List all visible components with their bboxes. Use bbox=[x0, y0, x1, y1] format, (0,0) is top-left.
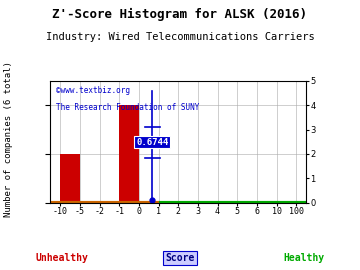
Text: Number of companies (6 total): Number of companies (6 total) bbox=[4, 61, 13, 217]
Bar bbox=[60, 154, 80, 202]
Text: The Research Foundation of SUNY: The Research Foundation of SUNY bbox=[55, 103, 199, 112]
Text: Industry: Wired Telecommunications Carriers: Industry: Wired Telecommunications Carri… bbox=[46, 32, 314, 42]
Text: Unhealthy: Unhealthy bbox=[36, 253, 89, 263]
Text: Score: Score bbox=[165, 253, 195, 263]
Text: ©www.textbiz.org: ©www.textbiz.org bbox=[55, 86, 130, 95]
Bar bbox=[119, 105, 139, 202]
Text: 0.6744: 0.6744 bbox=[136, 138, 168, 147]
Text: Healthy: Healthy bbox=[283, 253, 324, 263]
Text: Z'-Score Histogram for ALSK (2016): Z'-Score Histogram for ALSK (2016) bbox=[53, 8, 307, 21]
